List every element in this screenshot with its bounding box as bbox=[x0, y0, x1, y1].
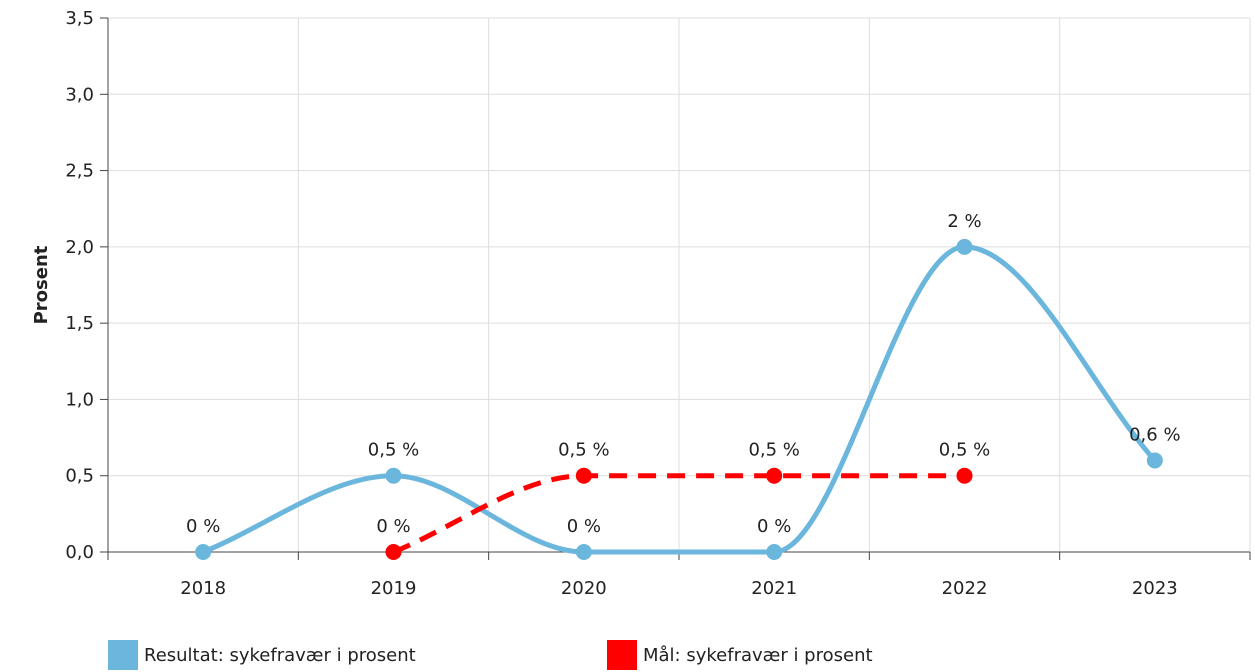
y-tick-label: 1,0 bbox=[65, 389, 94, 410]
y-tick-label: 2,0 bbox=[65, 237, 94, 258]
y-tick-label: 3,0 bbox=[65, 84, 94, 105]
y-tick-label: 1,5 bbox=[65, 313, 94, 334]
data-point-0 bbox=[385, 467, 402, 484]
data-point-0 bbox=[1146, 452, 1163, 469]
y-tick-label: 3,5 bbox=[65, 8, 94, 29]
x-tick-label: 2022 bbox=[942, 578, 988, 599]
series-line-1 bbox=[392, 473, 965, 555]
data-label-0: 0 % bbox=[567, 516, 601, 537]
data-label-0: 0 % bbox=[186, 516, 220, 537]
data-label-0: 0,6 % bbox=[1129, 424, 1180, 445]
legend-label-resultat: Resultat: sykefravær i prosent bbox=[144, 644, 416, 666]
x-tick-label: 2021 bbox=[751, 578, 797, 599]
data-point-1 bbox=[956, 467, 973, 484]
y-tick-label: 2,5 bbox=[65, 161, 94, 182]
series-layer bbox=[195, 238, 1163, 560]
data-label-1: 0,5 % bbox=[939, 440, 990, 461]
legend-swatch-resultat bbox=[108, 640, 138, 670]
legend-swatch-maal bbox=[607, 640, 637, 670]
data-point-0 bbox=[575, 544, 592, 560]
y-tick-label: 0,0 bbox=[65, 542, 94, 563]
x-tick-label: 2019 bbox=[371, 578, 417, 599]
data-label-0: 0,5 % bbox=[368, 440, 419, 461]
data-point-0 bbox=[195, 544, 212, 560]
y-tick-label: 0,5 bbox=[65, 466, 94, 487]
grid-lines bbox=[108, 17, 1251, 552]
x-tick-label: 2023 bbox=[1132, 578, 1178, 599]
x-tick-label: 2018 bbox=[180, 578, 226, 599]
data-point-1 bbox=[766, 467, 783, 484]
data-label-1: 0,5 % bbox=[748, 440, 799, 461]
data-label-1: 0,5 % bbox=[558, 440, 609, 461]
y-axis-title: Prosent bbox=[31, 245, 52, 324]
data-point-0 bbox=[766, 544, 783, 560]
x-tick-label: 2020 bbox=[561, 578, 607, 599]
data-point-1 bbox=[385, 544, 402, 560]
data-label-1: 0 % bbox=[376, 516, 410, 537]
legend: Resultat: sykefravær i prosent Mål: syke… bbox=[108, 640, 1208, 670]
legend-item-maal[interactable]: Mål: sykefravær i prosent bbox=[607, 640, 873, 670]
data-label-0: 0 % bbox=[757, 516, 791, 537]
axes: 0,0 0,5 1,0 1,5 2,0 2,5 3,0 3,5 2018 2019 2020 2021… bbox=[65, 8, 1251, 599]
data-point-0 bbox=[956, 238, 973, 255]
data-label-0: 2 % bbox=[947, 211, 981, 232]
legend-item-resultat[interactable]: Resultat: sykefravær i prosent bbox=[108, 640, 416, 670]
data-point-1 bbox=[575, 467, 592, 484]
data-labels: 0 % 0,5 % 0 % 0 % 2 % 0,6 % 0 % 0,5 % 0,5 % 0,5 % bbox=[186, 211, 1181, 537]
legend-label-maal: Mål: sykefravær i prosent bbox=[643, 644, 873, 666]
